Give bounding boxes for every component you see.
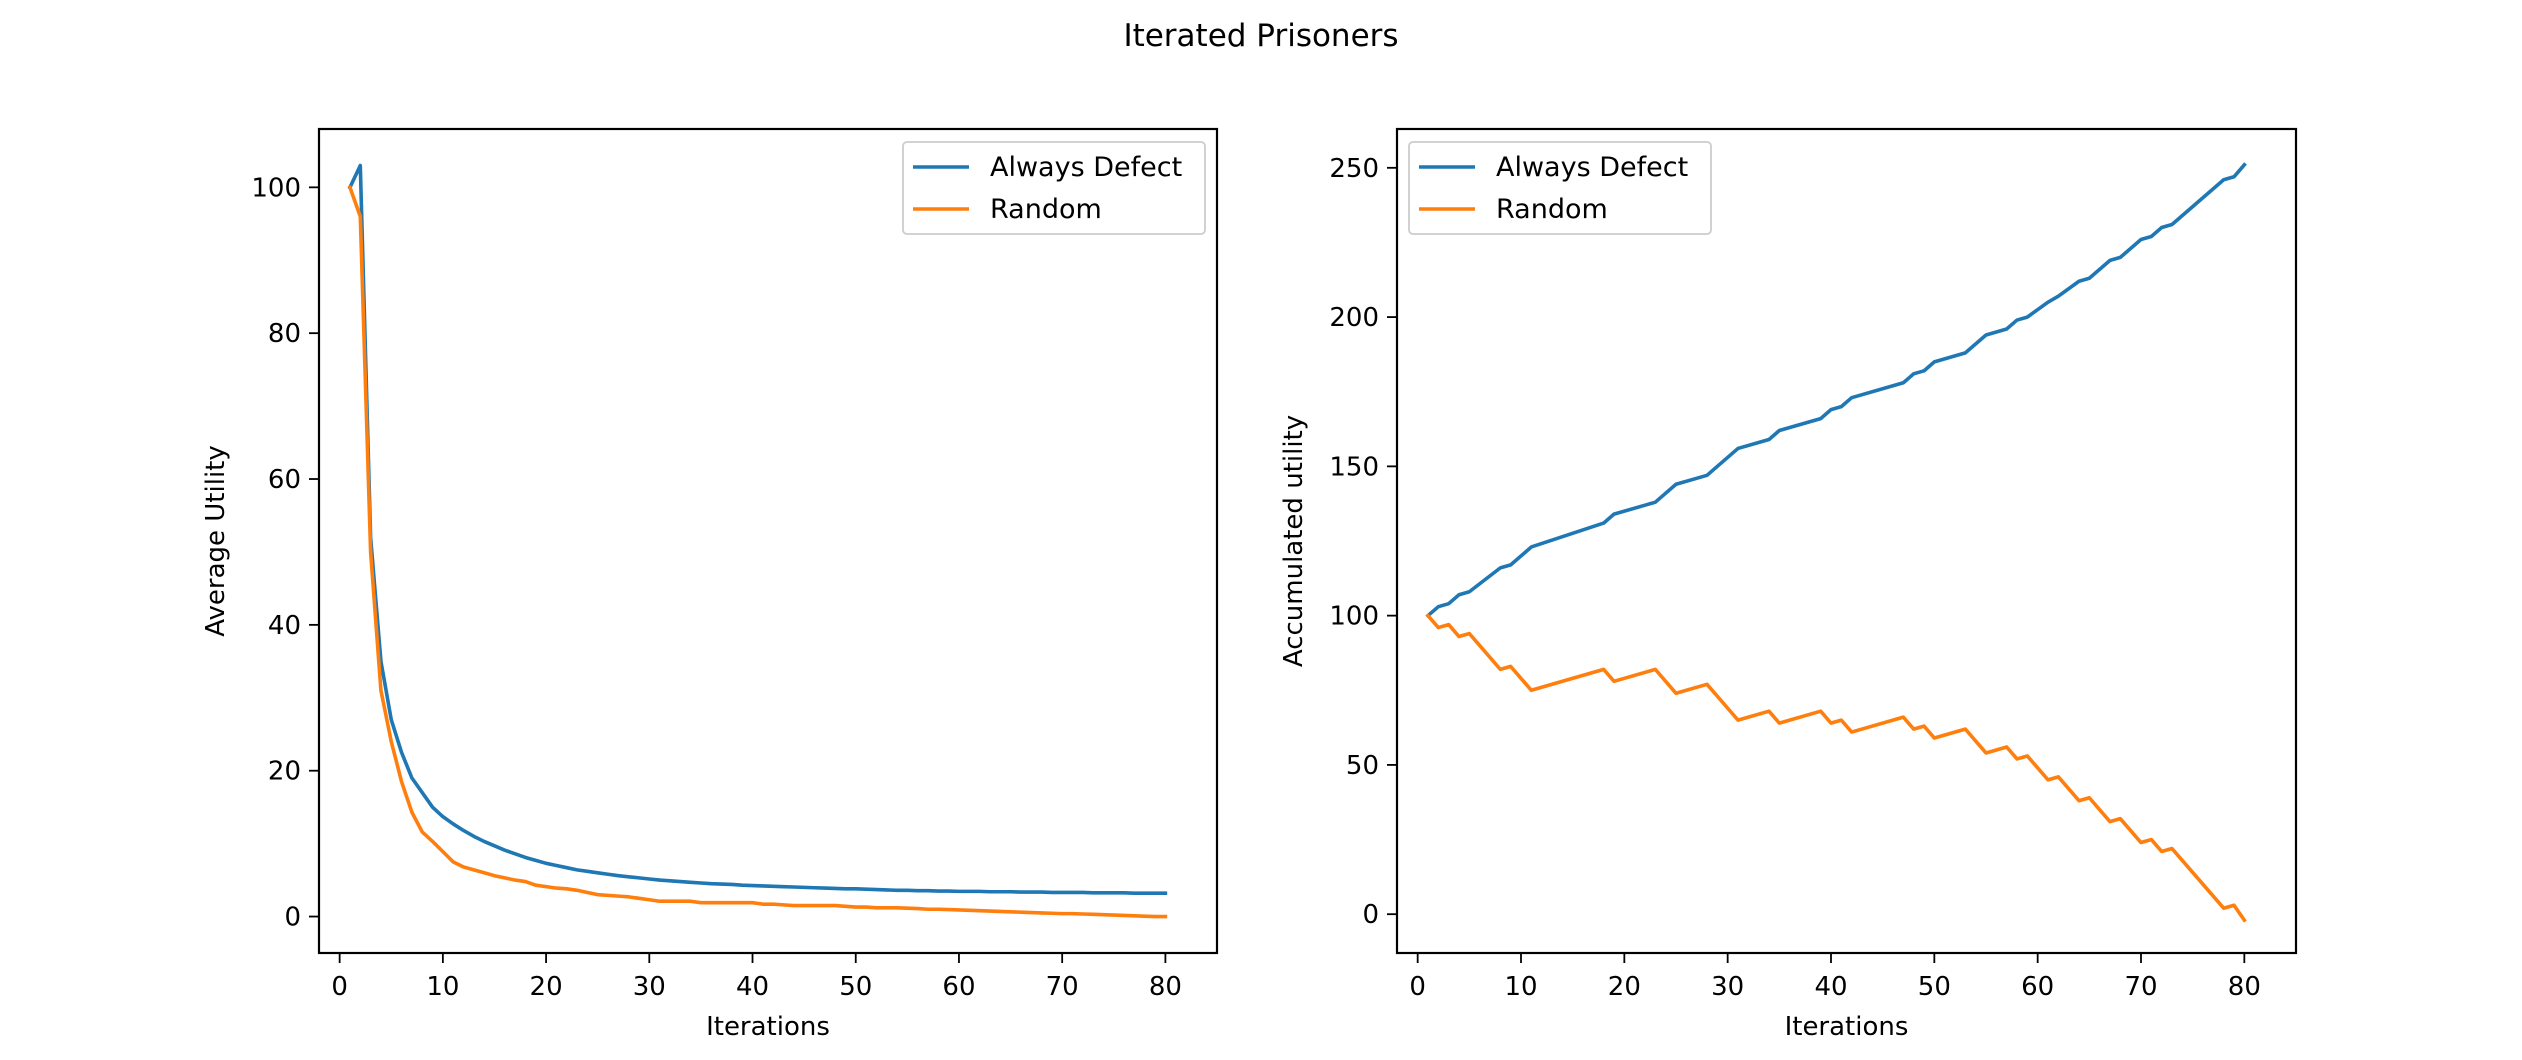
y-tick-label: 20	[268, 757, 301, 787]
y-tick-label: 100	[1329, 602, 1379, 632]
series-line-random	[1425, 613, 2247, 923]
x-tick-label: 30	[1711, 972, 1744, 1002]
x-axis-label: Iterations	[706, 1012, 830, 1042]
series-line-always-defect	[1425, 162, 2247, 619]
y-tick-label: 250	[1329, 154, 1379, 184]
x-tick-label: 40	[736, 972, 769, 1002]
x-axis-label: Iterations	[1785, 1012, 1909, 1042]
y-tick-label: 200	[1329, 303, 1379, 333]
series-group	[347, 163, 1168, 919]
x-tick-label: 60	[942, 972, 975, 1002]
accumulated-utility-panel: 0 10 20 30 40 50 60 70 80 0 50 100 150 200 250 Iteratio…	[1279, 127, 2298, 1042]
legend-label-always-defect: Always Defect	[990, 152, 1182, 183]
legend-frame	[902, 141, 1206, 235]
legend-label-always-defect: Always Defect	[1496, 152, 1688, 183]
y-axis-label: Accumulated utility	[1279, 415, 1309, 667]
y-axis-label: Average Utility	[201, 445, 231, 637]
series-group	[1425, 162, 2247, 923]
y-tick-label: 80	[268, 319, 301, 349]
x-tick-label: 10	[1504, 972, 1537, 1002]
y-tick-label: 150	[1329, 452, 1379, 482]
x-tick-label: 0	[331, 972, 348, 1002]
y-tick-label: 0	[284, 903, 301, 933]
x-tick-label: 30	[633, 972, 666, 1002]
y-tick-label: 100	[251, 173, 301, 203]
x-tick-label: 20	[530, 972, 563, 1002]
y-tick-label: 50	[1346, 751, 1379, 781]
series-line-random	[347, 185, 1168, 919]
legend: Always Defect Random	[902, 141, 1206, 235]
axes-frame	[1395, 127, 2298, 955]
axes-frame	[317, 127, 1219, 955]
x-tick-label: 70	[2124, 972, 2157, 1002]
legend-label-random: Random	[990, 194, 1102, 225]
legend-label-random: Random	[1496, 194, 1608, 225]
x-tick-label: 60	[2021, 972, 2054, 1002]
legend: Always Defect Random	[1408, 141, 1712, 235]
y-tick-label: 40	[268, 611, 301, 641]
series-line-always-defect	[347, 163, 1168, 896]
x-tick-label: 50	[839, 972, 872, 1002]
x-tick-label: 10	[426, 972, 459, 1002]
legend-frame	[1408, 141, 1712, 235]
x-tick-label: 20	[1608, 972, 1641, 1002]
y-tick-label: 60	[268, 465, 301, 495]
x-tick-label: 80	[2228, 972, 2261, 1002]
x-tick-label: 50	[1918, 972, 1951, 1002]
figure-title: Iterated Prisoners	[1123, 18, 1398, 54]
x-tick-label: 0	[1409, 972, 1426, 1002]
y-tick-label: 0	[1362, 900, 1379, 930]
x-tick-label: 70	[1046, 972, 1079, 1002]
x-tick-label: 40	[1814, 972, 1847, 1002]
average-utility-panel: 0 10 20 30 40 50 60 70 80 0 20 40 60 80 100 Iterations A…	[201, 127, 1219, 1042]
x-tick-label: 80	[1149, 972, 1182, 1002]
